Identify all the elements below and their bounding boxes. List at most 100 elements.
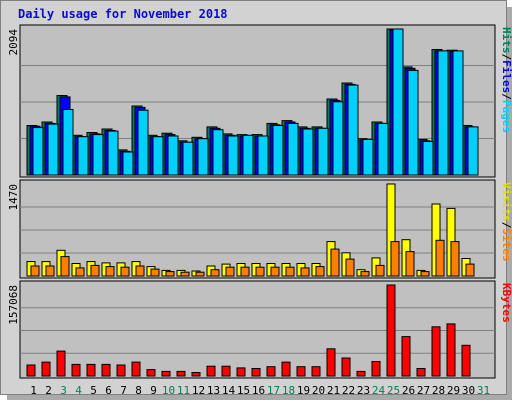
bar-kbytes-day-24	[371, 361, 381, 377]
bar-kbytes-day-15	[236, 367, 246, 377]
bar-sites-day-11	[180, 271, 190, 277]
bar-kbytes-day-23	[356, 370, 366, 377]
legend-item-visits: Visits	[500, 182, 512, 222]
bar-pages-day-18	[287, 122, 299, 176]
x-tick-day-30: 30	[462, 384, 475, 397]
bar-sites-day-29	[450, 241, 460, 277]
bar-pages-day-5	[92, 134, 104, 176]
bar-pages-day-9	[152, 136, 164, 176]
bar-sites-day-9	[150, 268, 160, 277]
bar-kbytes-day-14	[221, 365, 231, 377]
x-tick-day-22: 22	[342, 384, 355, 397]
bar-sites-day-14	[225, 266, 235, 277]
bar-pages-day-26	[407, 69, 419, 176]
bar-kbytes-day-30	[461, 344, 471, 377]
bar-pages-day-15	[242, 134, 254, 176]
bar-pages-day-4	[77, 136, 89, 176]
bar-sites-day-28	[435, 239, 445, 277]
bar-pages-day-22	[347, 84, 359, 176]
bar-sites-day-20	[315, 266, 325, 277]
bar-pages-day-2	[47, 123, 59, 176]
bar-kbytes-day-2	[41, 361, 51, 377]
bar-sites-day-1	[30, 265, 40, 277]
bar-pages-day-11	[182, 141, 194, 176]
bar-sites-day-21	[330, 248, 340, 277]
bar-pages-day-6	[107, 130, 119, 176]
bar-kbytes-day-7	[116, 364, 126, 377]
x-tick-day-20: 20	[312, 384, 325, 397]
x-tick-day-12: 12	[192, 384, 205, 397]
bar-pages-day-30	[467, 126, 479, 176]
x-tick-day-2: 2	[45, 384, 52, 397]
bar-sites-day-3	[60, 256, 70, 277]
panel-kbytes	[19, 280, 496, 379]
bar-pages-day-21	[332, 101, 344, 176]
x-tick-day-7: 7	[120, 384, 127, 397]
x-tick-day-1: 1	[30, 384, 37, 397]
x-tick-day-17: 17	[267, 384, 280, 397]
x-tick-day-9: 9	[150, 384, 157, 397]
chart-title: Daily usage for November 2018	[18, 7, 228, 21]
bar-kbytes-day-4	[71, 363, 81, 377]
x-tick-day-27: 27	[417, 384, 430, 397]
bar-kbytes-day-9	[146, 369, 156, 377]
bar-kbytes-day-20	[311, 366, 321, 377]
bar-kbytes-day-26	[401, 336, 411, 377]
max-label-visits-sites: 1470	[7, 184, 20, 211]
bar-kbytes-day-21	[326, 348, 336, 377]
bar-sites-day-17	[270, 266, 280, 277]
bar-pages-day-8	[137, 109, 149, 176]
x-tick-day-29: 29	[447, 384, 460, 397]
bar-sites-day-30	[465, 263, 475, 277]
x-tick-day-13: 13	[207, 384, 220, 397]
x-tick-day-15: 15	[237, 384, 250, 397]
bar-sites-day-24	[375, 264, 385, 277]
bar-pages-day-24	[377, 122, 389, 176]
bar-kbytes-day-19	[296, 366, 306, 377]
bar-pages-day-20	[317, 127, 329, 176]
bar-sites-day-7	[120, 266, 130, 277]
x-tick-day-8: 8	[135, 384, 142, 397]
x-tick-day-16: 16	[252, 384, 265, 397]
x-tick-day-19: 19	[297, 384, 310, 397]
bar-kbytes-day-3	[56, 350, 66, 377]
x-tick-day-21: 21	[327, 384, 340, 397]
legend-kbytes: KBytes	[500, 283, 512, 323]
bar-sites-day-12	[195, 271, 205, 277]
x-tick-day-26: 26	[402, 384, 415, 397]
bar-kbytes-day-18	[281, 361, 291, 377]
bar-pages-day-28	[437, 50, 449, 176]
bar-kbytes-day-12	[191, 372, 201, 377]
bar-sites-day-6	[105, 266, 115, 277]
x-tick-day-6: 6	[105, 384, 112, 397]
legend-visits-sites: Visits/Sites	[500, 182, 512, 262]
legend-pages-files-hits: Hits/Files/Pages	[500, 27, 512, 133]
bar-pages-day-25	[392, 28, 404, 176]
bar-kbytes-day-17	[266, 366, 276, 377]
x-tick-day-23: 23	[357, 384, 370, 397]
bar-pages-day-27	[422, 141, 434, 176]
bar-pages-day-7	[122, 151, 134, 176]
bar-kbytes-day-5	[86, 363, 96, 377]
bar-sites-day-13	[210, 269, 220, 277]
x-tick-day-18: 18	[282, 384, 295, 397]
bar-kbytes-day-13	[206, 365, 216, 377]
bar-pages-day-13	[212, 129, 224, 176]
x-tick-day-24: 24	[372, 384, 386, 397]
bar-kbytes-day-6	[101, 363, 111, 377]
bar-kbytes-day-28	[431, 326, 441, 377]
bar-kbytes-day-22	[341, 357, 351, 377]
bar-sites-day-16	[255, 266, 265, 277]
x-tick-day-5: 5	[90, 384, 97, 397]
bar-pages-day-19	[302, 128, 314, 176]
x-tick-day-3: 3	[60, 384, 67, 397]
legend-item-sites: Sites	[500, 228, 512, 261]
bar-sites-day-5	[90, 264, 100, 277]
bar-sites-day-22	[345, 258, 355, 277]
bar-pages-day-16	[257, 135, 269, 176]
x-tick-day-28: 28	[432, 384, 445, 397]
bar-sites-day-26	[405, 251, 415, 277]
bar-sites-day-23	[360, 271, 370, 277]
legend-item-files: Files	[500, 60, 512, 93]
